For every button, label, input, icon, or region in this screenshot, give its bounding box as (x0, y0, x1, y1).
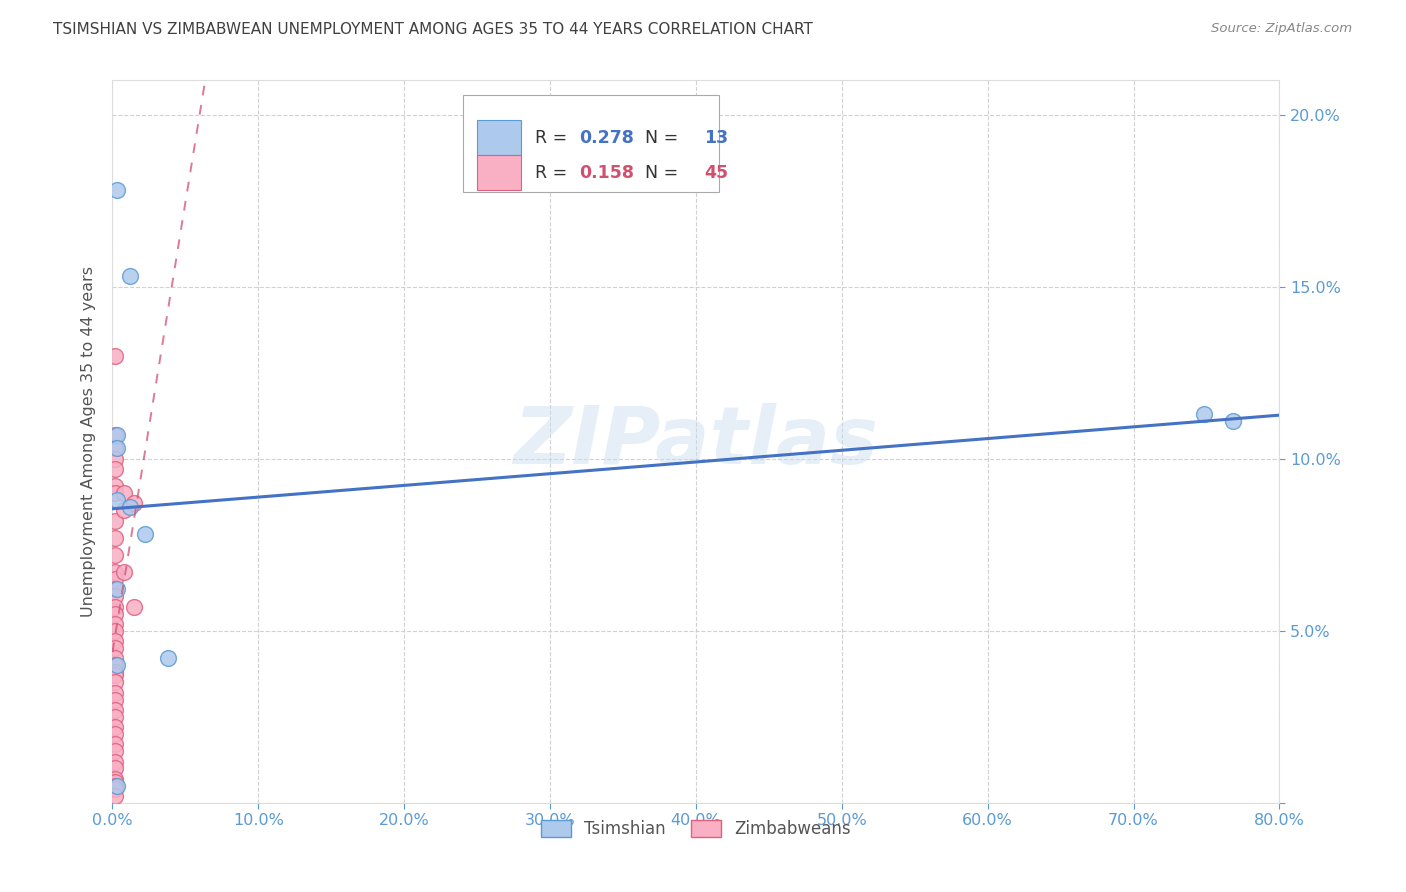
Point (112, 566, 135, 580)
Point (124, 599, 146, 614)
Point (105, 779, 128, 793)
Point (104, 789, 127, 803)
Point (134, 527, 156, 541)
FancyBboxPatch shape (477, 155, 520, 190)
Point (1222, 414, 1244, 428)
Point (104, 668, 127, 682)
Point (104, 744, 127, 758)
Text: 45: 45 (704, 164, 728, 182)
Point (104, 755, 127, 769)
Point (104, 462, 127, 476)
Point (104, 616, 127, 631)
Point (118, 500, 141, 514)
Point (104, 566, 127, 580)
Point (104, 624, 127, 638)
Point (112, 486, 135, 500)
Y-axis label: Unemployment Among Ages 35 to 44 years: Unemployment Among Ages 35 to 44 years (80, 266, 96, 617)
Point (104, 486, 127, 500)
Point (104, 599, 127, 614)
Text: 0.158: 0.158 (579, 164, 634, 182)
Point (104, 727, 127, 741)
Point (104, 779, 127, 793)
Point (104, 451, 127, 466)
Point (104, 349, 127, 363)
FancyBboxPatch shape (477, 120, 520, 155)
Point (104, 675, 127, 690)
Point (104, 651, 127, 665)
Point (104, 720, 127, 734)
Point (104, 665, 127, 679)
Point (105, 493, 128, 508)
Point (104, 582, 127, 597)
Text: TSIMSHIAN VS ZIMBABWEAN UNEMPLOYMENT AMONG AGES 35 TO 44 YEARS CORRELATION CHART: TSIMSHIAN VS ZIMBABWEAN UNEMPLOYMENT AMO… (53, 22, 813, 37)
Text: Source: ZipAtlas.com: Source: ZipAtlas.com (1212, 22, 1353, 36)
Point (105, 183, 128, 197)
Point (104, 710, 127, 724)
Point (104, 692, 127, 706)
Point (124, 496, 146, 510)
Point (104, 640, 127, 655)
Point (105, 658, 128, 673)
Point (104, 703, 127, 717)
Point (118, 269, 141, 284)
Point (104, 782, 127, 797)
Point (104, 514, 127, 528)
Text: N =: N = (634, 164, 683, 182)
Text: 0.278: 0.278 (579, 128, 634, 146)
Text: R =: R = (534, 128, 572, 146)
Point (104, 548, 127, 562)
Point (104, 772, 127, 786)
Point (104, 531, 127, 545)
Legend: Tsimshian, Zimbabweans: Tsimshian, Zimbabweans (534, 814, 858, 845)
Text: ZIPatlas: ZIPatlas (513, 402, 879, 481)
Point (156, 651, 179, 665)
Point (105, 427, 128, 442)
Text: N =: N = (634, 128, 683, 146)
Point (104, 775, 127, 789)
Text: R =: R = (534, 164, 572, 182)
Point (104, 737, 127, 751)
Point (104, 634, 127, 648)
Point (105, 582, 128, 597)
FancyBboxPatch shape (463, 95, 720, 193)
Point (104, 607, 127, 621)
Point (104, 761, 127, 775)
Point (1192, 407, 1215, 421)
Point (104, 479, 127, 493)
Point (104, 572, 127, 586)
Point (104, 442, 127, 456)
Point (105, 442, 128, 456)
Point (104, 686, 127, 700)
Point (104, 658, 127, 673)
Point (112, 503, 135, 517)
Point (104, 427, 127, 442)
Point (104, 590, 127, 604)
Text: 13: 13 (704, 128, 728, 146)
